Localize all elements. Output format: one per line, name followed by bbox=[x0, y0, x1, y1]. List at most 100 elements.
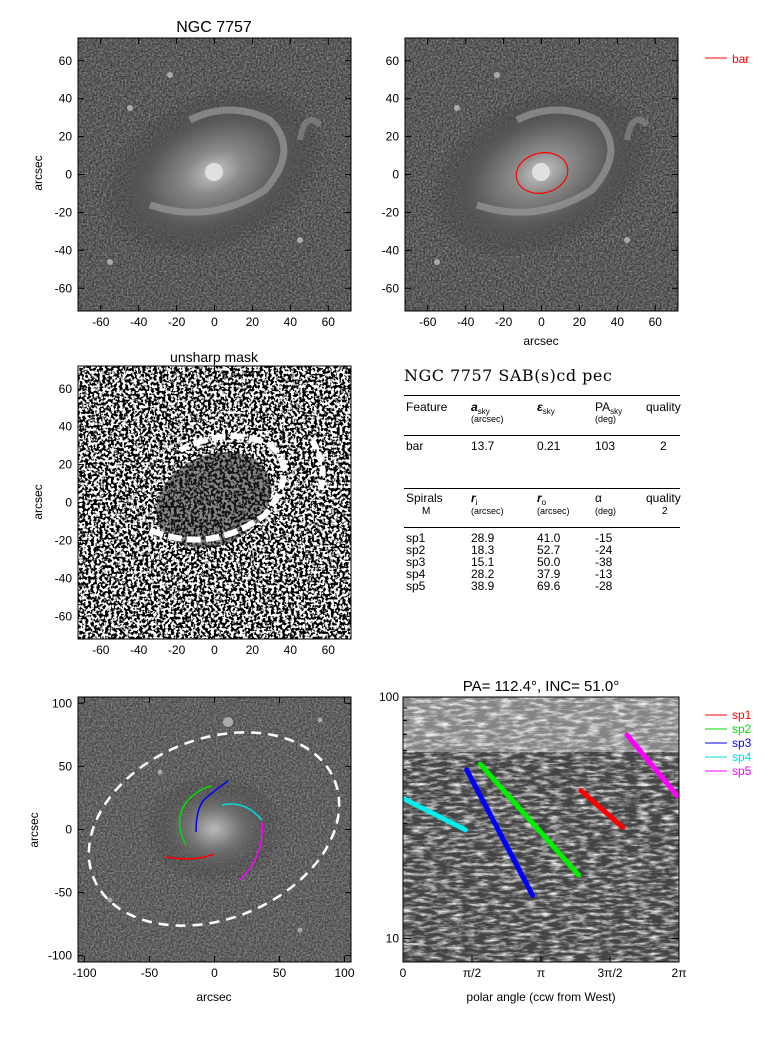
polar-xlabel: polar angle (ccw from West) bbox=[466, 990, 615, 1004]
panel-a-ytick-label: 0 bbox=[65, 168, 72, 182]
spiral-row-name: sp4 bbox=[406, 567, 426, 581]
bar-row-eps: 0.21 bbox=[537, 439, 561, 453]
spiral-row-ro: 50.0 bbox=[537, 555, 561, 569]
hdr-quality: quality bbox=[646, 400, 681, 414]
spiral-sp5 bbox=[239, 821, 264, 881]
table-rule-3 bbox=[404, 488, 680, 489]
panel-c-xtick-label: -40 bbox=[130, 643, 148, 657]
panel-image bbox=[77, 37, 352, 312]
table-rule-2 bbox=[404, 435, 680, 436]
panel-b-xtick-label: 20 bbox=[573, 315, 587, 329]
spiral-row-ro: 69.6 bbox=[537, 579, 561, 593]
spiral-row-ro: 41.0 bbox=[537, 531, 561, 545]
table-title: NGC 7757 SAB(s)cd pec bbox=[404, 366, 613, 385]
disk-ellipse bbox=[87, 731, 341, 927]
polar-series-sp5 bbox=[624, 732, 679, 799]
polar-xtick-label: π bbox=[537, 966, 545, 980]
panel-d-xtick-label: 50 bbox=[273, 966, 287, 980]
panel-a-xtick-label: 20 bbox=[246, 315, 260, 329]
polar-series-sp2 bbox=[477, 761, 582, 878]
polar-xtick-label: π/2 bbox=[463, 966, 482, 980]
panel-a-ytick-label: -60 bbox=[55, 281, 73, 295]
panel-c-xtick-label: 0 bbox=[211, 643, 218, 657]
ylabel-top: arcsec bbox=[31, 155, 45, 190]
polar-xtick-label: 0 bbox=[400, 966, 407, 980]
panel-d-ytick-label: 100 bbox=[52, 696, 72, 710]
hdr-quality-value: 2 bbox=[662, 506, 668, 517]
spiral-row-ri: 18.3 bbox=[471, 543, 495, 557]
panel-a-ytick-label: 20 bbox=[59, 130, 73, 144]
spiral-row-ri: 15.1 bbox=[471, 555, 495, 569]
bar-row-a: 13.7 bbox=[471, 439, 495, 453]
panel-c-ytick-label: -20 bbox=[55, 533, 73, 547]
panel-a-xtick-label: 40 bbox=[284, 315, 298, 329]
panel-d-ytick-label: -100 bbox=[48, 949, 72, 963]
hdr-ri: ri bbox=[471, 491, 478, 507]
hdr-eps: εsky bbox=[537, 400, 555, 416]
panel-bar-fit bbox=[404, 37, 679, 312]
spiral-row-name: sp2 bbox=[406, 543, 426, 557]
panel-c-ytick-label: 60 bbox=[59, 382, 73, 396]
spiral-sp3 bbox=[195, 780, 229, 833]
table-rule-4 bbox=[404, 527, 680, 528]
panel-b-xtick-label: 0 bbox=[538, 315, 545, 329]
hdr-a-unit: (arcsec) bbox=[471, 414, 504, 424]
ylabel-bottom: arcsec bbox=[27, 812, 41, 847]
polar-series-sp1 bbox=[578, 788, 626, 830]
panel-d-xtick-label: 100 bbox=[334, 966, 354, 980]
legend-sp3-label: sp3 bbox=[732, 736, 752, 750]
panel-b-ytick-label: -60 bbox=[382, 281, 400, 295]
legend-sp4-label: sp4 bbox=[732, 750, 752, 764]
panel-c-ytick-label: -60 bbox=[55, 609, 73, 623]
panel-c-xtick-label: 60 bbox=[322, 643, 336, 657]
polar-title: PA= 112.4°, INC= 51.0° bbox=[463, 678, 620, 695]
panel-d-ytick-label: 50 bbox=[59, 759, 73, 773]
panel-d-xtick-label: -50 bbox=[141, 966, 159, 980]
hdr-ro: ro bbox=[537, 491, 547, 507]
polar-ytick-label: 100 bbox=[379, 690, 399, 704]
polar-xtick-label: 3π/2 bbox=[598, 966, 623, 980]
bar-row-name: bar bbox=[406, 439, 424, 453]
panel-b-xtick-label: -60 bbox=[419, 315, 437, 329]
panel-c-ytick-label: 20 bbox=[59, 458, 73, 472]
polar-xtick-label: 2π bbox=[672, 966, 687, 980]
hdr-ro-unit: (arcsec) bbox=[537, 506, 570, 516]
panel-c-xtick-label: -20 bbox=[168, 643, 186, 657]
panel-c-xtick-label: -60 bbox=[92, 643, 110, 657]
xlabel-bottom-left: arcsec bbox=[196, 990, 231, 1004]
panel-a-ytick-label: 60 bbox=[59, 54, 73, 68]
spiral-row-alpha: -24 bbox=[595, 543, 613, 557]
table-rule-1 bbox=[404, 395, 680, 396]
panel-a-ytick-label: -20 bbox=[55, 205, 73, 219]
panel-b-ytick-label: 0 bbox=[392, 168, 399, 182]
spiral-row-ri: 38.9 bbox=[471, 579, 495, 593]
panel-c-ytick-label: 40 bbox=[59, 420, 73, 434]
panel-a-xtick-label: -40 bbox=[130, 315, 148, 329]
panel-b-ytick-label: 20 bbox=[386, 130, 400, 144]
hdr-pa: PAsky bbox=[595, 400, 623, 416]
hdr-spirals: Spirals bbox=[406, 491, 443, 505]
xlabel-top-right: arcsec bbox=[523, 334, 558, 348]
panel-b-xtick-label: 60 bbox=[649, 315, 663, 329]
spiral-sp1 bbox=[165, 853, 215, 860]
polar-series-sp4 bbox=[403, 796, 468, 833]
spiral-row-name: sp1 bbox=[406, 531, 426, 545]
panel-a-ytick-label: -40 bbox=[55, 243, 73, 257]
spiral-sp2 bbox=[178, 785, 213, 846]
hdr-a: asky bbox=[471, 400, 490, 416]
hdr-ri-unit: (arcsec) bbox=[471, 506, 504, 516]
panel-b-ytick-label: 40 bbox=[386, 92, 400, 106]
spiral-row-name: sp3 bbox=[406, 555, 426, 569]
panel-b-ytick-label: -20 bbox=[382, 205, 400, 219]
spiral-row-ro: 52.7 bbox=[537, 543, 561, 557]
bar-ellipse bbox=[515, 152, 569, 194]
panel-a-xtick-label: -60 bbox=[92, 315, 110, 329]
polar-ytick-label: 10 bbox=[386, 932, 400, 946]
panel-c-ytick-label: -40 bbox=[55, 571, 73, 585]
panel-d-ytick-label: 0 bbox=[65, 823, 72, 837]
spiral-sp4 bbox=[221, 803, 263, 821]
legend-sp1-label: sp1 bbox=[732, 708, 752, 722]
panel-c-xtick-label: 20 bbox=[246, 643, 260, 657]
